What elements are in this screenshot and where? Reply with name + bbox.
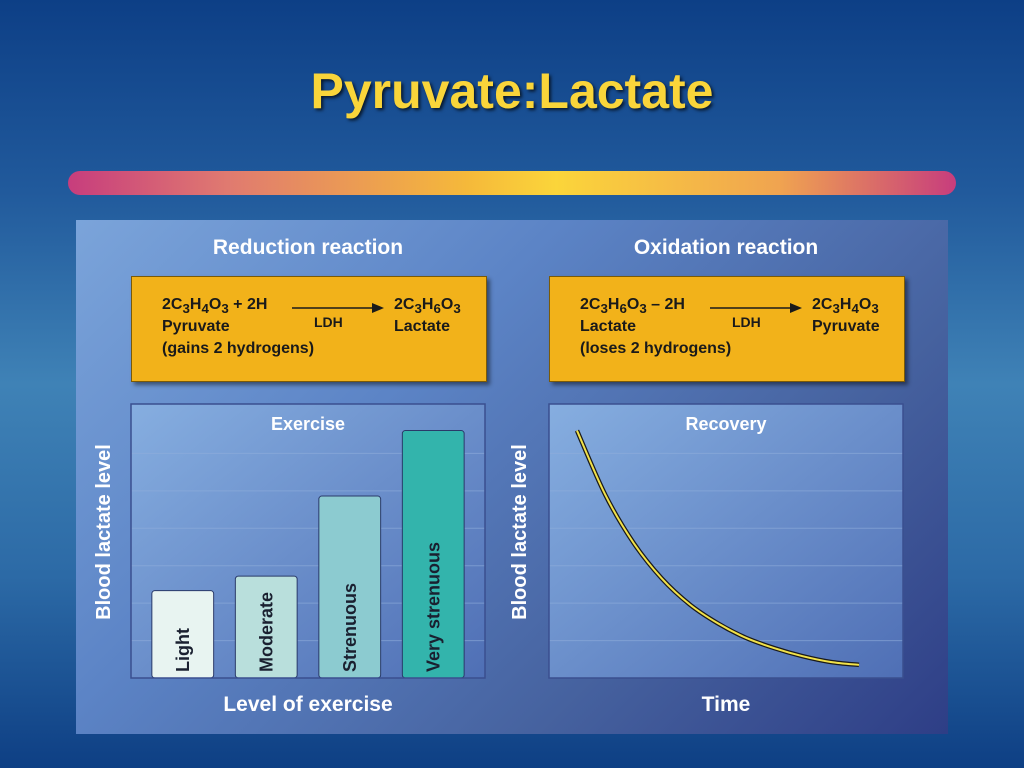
oxidation-box: 2C3H6O3 – 2H Lactate (loses 2 hydrogens)… <box>549 276 905 382</box>
bar-label-strenuous: Strenuous <box>340 583 360 672</box>
charts-svg: Light Moderate Strenuous Very strenuous Exe… <box>93 403 904 716</box>
bar-label-very-strenuous: Very strenuous <box>423 542 443 672</box>
oxidation-left-name: Lactate <box>580 318 637 335</box>
recovery-curve <box>576 430 860 666</box>
oxidation-arrow <box>710 303 802 313</box>
exercise-x-axis-label: Level of exercise <box>223 693 392 716</box>
reduction-note: (gains 2 hydrogens) <box>162 340 315 357</box>
exercise-bars: Light Moderate Strenuous Very strenuous <box>151 430 465 679</box>
exercise-y-axis-label: Blood lactate level <box>93 444 115 620</box>
reduction-arrow <box>292 303 384 313</box>
reduction-box: 2C3H4O3 + 2H Pyruvate (gains 2 hydrogens… <box>131 276 487 382</box>
oxidation-note: (loses 2 hydrogens) <box>580 340 732 357</box>
recovery-chart-title: Recovery <box>685 414 766 434</box>
oxidation-right-formula: 2C3H4O3 <box>812 296 879 317</box>
recovery-x-axis-label: Time <box>702 693 751 716</box>
recovery-plot-frame <box>548 403 904 679</box>
reduction-right-formula: 2C3H6O3 <box>394 296 461 317</box>
reduction-left-formula: 2C3H4O3 + 2H <box>162 296 268 317</box>
bar-label-light: Light <box>173 628 193 672</box>
figure-panel: Reduction reaction 2C3H4O3 + 2H Pyruvate… <box>76 220 948 734</box>
reduction-heading: Reduction reaction <box>212 236 404 259</box>
recovery-grid <box>549 452 903 642</box>
recovery-y-axis-label: Blood lactate level <box>509 444 531 620</box>
reduction-left-name: Pyruvate <box>162 318 230 335</box>
bar-label-moderate: Moderate <box>256 592 276 672</box>
oxidation-heading: Oxidation reaction <box>633 236 819 259</box>
slide-title: Pyruvate:Lactate <box>310 63 714 119</box>
oxidation-right-name: Pyruvate <box>812 318 880 335</box>
exercise-plot-frame <box>130 403 486 679</box>
reduction-enzyme: LDH <box>314 314 343 330</box>
reduction-right-name: Lactate <box>394 318 451 335</box>
exercise-chart-title: Exercise <box>271 414 345 434</box>
recovery-plot-area <box>549 404 903 678</box>
oxidation-enzyme: LDH <box>732 314 761 330</box>
divider-bar <box>68 171 956 195</box>
oxidation-left-formula: 2C3H6O3 – 2H <box>580 296 685 317</box>
